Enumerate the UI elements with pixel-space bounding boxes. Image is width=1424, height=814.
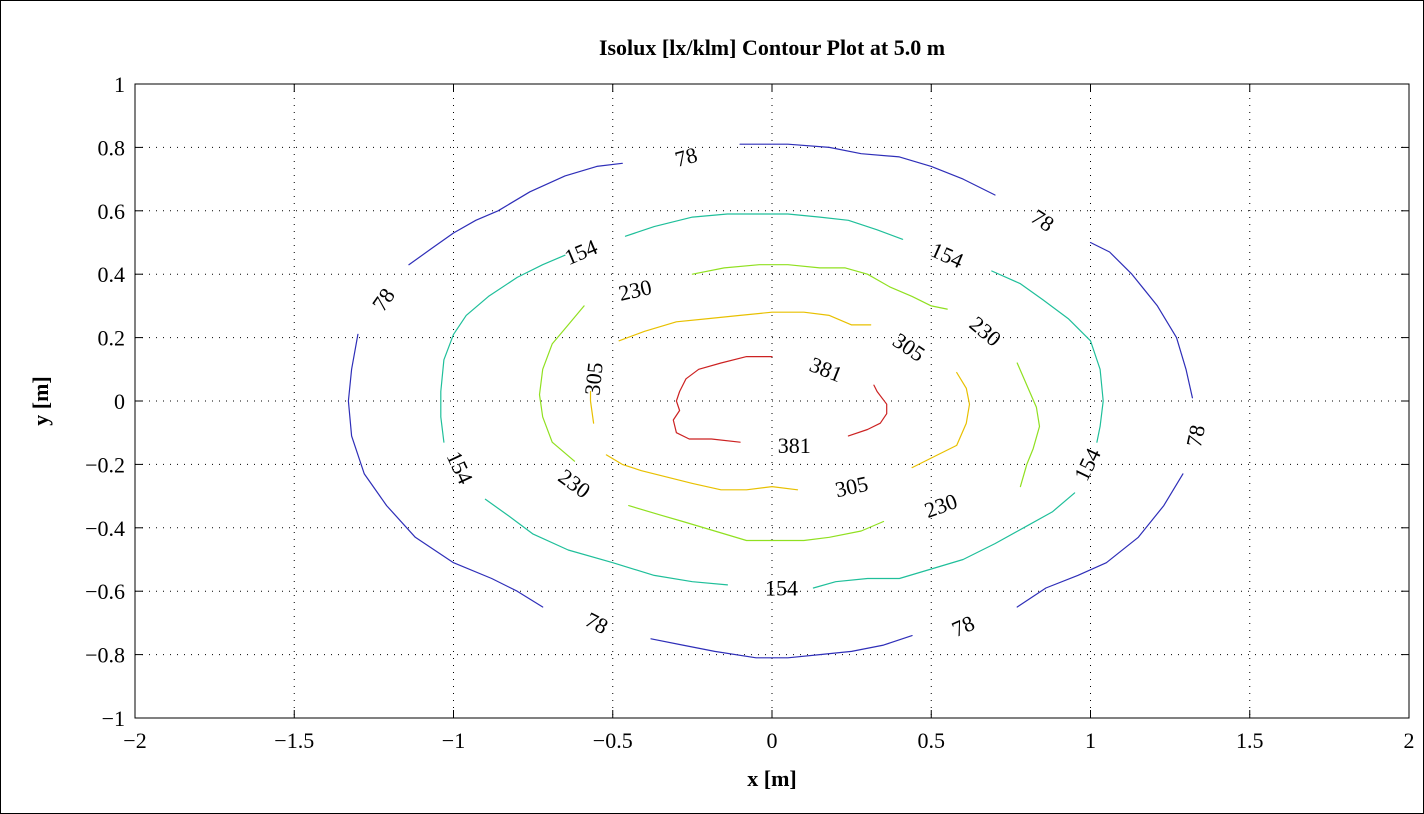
- x-tick-label: 0: [767, 728, 778, 753]
- contour-line-78: [650, 634, 913, 659]
- contour-label-305: 305: [579, 361, 607, 396]
- y-tick-label: −0.8: [85, 643, 125, 668]
- contour-line-381: [847, 384, 888, 437]
- x-tick-label: 2: [1404, 728, 1415, 753]
- x-tick-label: −1: [442, 728, 465, 753]
- contour-line-154: [624, 213, 904, 240]
- x-tick-label: −2: [123, 728, 146, 753]
- contour-line-381: [672, 356, 773, 443]
- contour-line-154: [440, 254, 566, 443]
- y-tick-label: 0: [114, 389, 125, 414]
- contour-line-78: [739, 143, 996, 196]
- y-tick-label: 1: [114, 72, 125, 97]
- contour-line-154: [484, 498, 729, 586]
- contour-lines: [347, 143, 1194, 659]
- y-axis-label: y [m]: [28, 376, 53, 425]
- x-tick-label: 1.5: [1236, 728, 1264, 753]
- x-tick-label: −1.5: [274, 728, 314, 753]
- contour-line-78: [347, 333, 544, 608]
- x-axis-label: x [m]: [747, 766, 796, 791]
- contour-label-78: 78: [1181, 423, 1210, 450]
- y-tick-label: 0.6: [98, 199, 126, 224]
- y-tick-label: −0.4: [85, 516, 125, 541]
- contour-line-154: [812, 492, 1076, 589]
- contour-line-78: [408, 162, 623, 266]
- contour-line-78: [1016, 473, 1184, 608]
- contour-line-305: [589, 390, 595, 424]
- contour-line-230: [691, 264, 948, 310]
- contour-line-78: [1089, 241, 1194, 399]
- y-tick-label: 0.8: [98, 135, 126, 160]
- y-tick-label: 0.2: [98, 326, 126, 351]
- y-tick-label: −1: [102, 706, 125, 731]
- y-tick-label: −0.2: [85, 452, 125, 477]
- chart-title: Isolux [lx/klm] Contour Plot at 5.0 m: [599, 35, 945, 60]
- x-tick-label: −0.5: [593, 728, 633, 753]
- y-tick-label: −0.6: [85, 579, 125, 604]
- contour-line-305: [605, 454, 799, 491]
- contour-line-230: [628, 505, 885, 542]
- grid-lines: [135, 84, 1409, 718]
- contour-line-305: [911, 371, 971, 469]
- contour-line-230: [538, 305, 585, 462]
- contour-label-154: 154: [765, 576, 798, 601]
- y-tick-label: 0.4: [98, 262, 126, 287]
- x-tick-label: 0.5: [918, 728, 946, 753]
- contour-line-230: [1016, 362, 1041, 488]
- axis-ticks: −2 −1.5 −1 −0.5 0 0.5 1 1.5 2 −1 −0.8 −0.6 −0.4 −0.2 0…: [85, 72, 1414, 753]
- contour-label-381: 381: [778, 433, 811, 458]
- contour-line-305: [618, 311, 872, 342]
- x-tick-label: 1: [1085, 728, 1096, 753]
- contour-line-154: [991, 270, 1104, 443]
